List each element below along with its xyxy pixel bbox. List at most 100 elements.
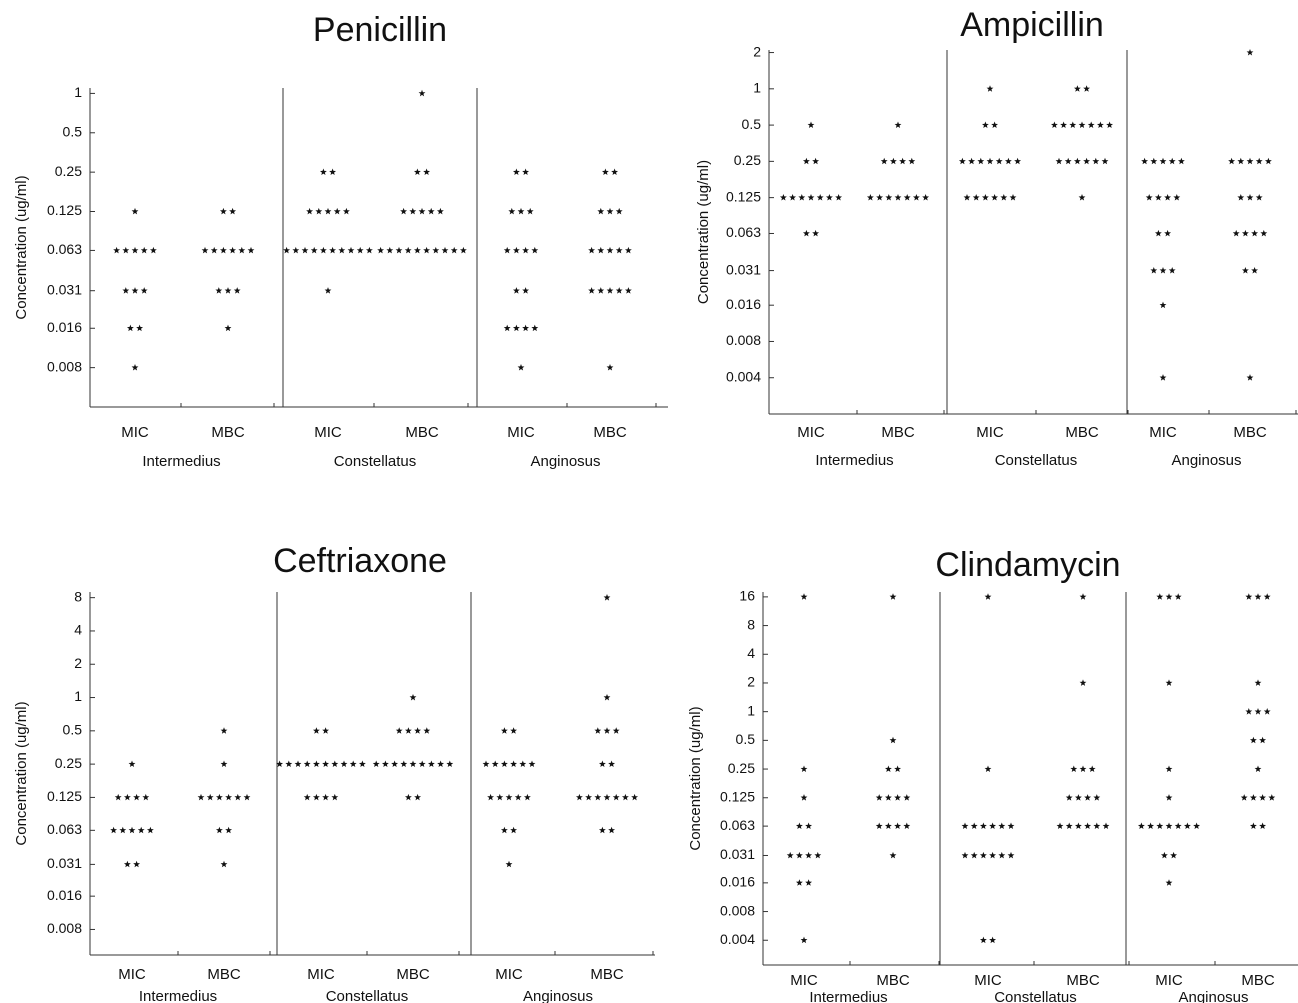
star-row [377,246,467,254]
star-row [1246,48,1254,56]
star-row [1249,736,1267,744]
star [984,593,992,600]
x-tick-label: MIC [314,424,342,441]
star [594,727,602,734]
star [970,851,978,859]
star [1079,765,1087,772]
star [979,936,987,944]
star [1078,194,1086,201]
star [1240,794,1248,801]
star [404,246,412,254]
y-tick-label: 0.5 [742,116,762,132]
star [312,760,320,768]
star [1159,266,1167,274]
star [894,194,902,201]
star-row [594,727,620,734]
star [597,287,605,294]
star [922,194,930,201]
star [522,246,530,254]
group-label: Anginosus [1178,989,1248,1003]
star [1164,229,1172,237]
star [517,364,525,371]
star [1074,794,1082,801]
star [1084,794,1092,801]
star-row [1254,679,1262,686]
chart-title: Ceftriaxone [273,542,447,580]
star [349,760,357,768]
star [1254,708,1262,715]
star [338,246,346,254]
star-row [215,287,241,294]
x-tick-label: MBC [396,966,430,983]
star [224,287,232,294]
star-row [1079,679,1087,686]
star [1074,822,1082,830]
star [512,168,520,176]
star [1251,229,1259,237]
group-label: Intermedius [809,989,887,1003]
star [1165,765,1173,772]
star-row [884,765,902,772]
star [805,879,813,886]
star [342,207,350,215]
x-tick-label: MBC [590,966,624,983]
star-row [215,826,233,834]
y-tick-label: 0.063 [47,821,82,837]
star [894,765,902,772]
star [880,157,888,165]
y-tick-label: 2 [747,674,755,690]
star [487,793,495,801]
star [894,794,902,801]
star [505,860,513,868]
y-tick-label: 0.125 [47,202,82,218]
star [322,727,330,734]
star [1079,679,1087,686]
star [512,246,520,254]
y-tick-label: 0.008 [47,358,82,374]
star [1147,822,1155,830]
star [958,157,966,165]
star [986,85,994,92]
star [1246,194,1254,201]
star [884,822,892,830]
y-tick-label: 16 [739,588,755,604]
star [894,121,902,128]
star [500,727,508,734]
star [131,246,139,254]
star [459,246,467,254]
star [315,207,323,215]
chart-title: Clindamycin [935,546,1120,584]
star-row [197,793,251,801]
star [215,826,223,834]
star [1263,593,1271,600]
star [1165,593,1173,600]
star-row [800,765,808,772]
star [358,760,366,768]
star [1164,194,1172,201]
star [122,246,130,254]
x-tick-label: MIC [1149,424,1177,441]
star [356,246,364,254]
star [122,287,130,294]
y-tick-label: 0.25 [728,760,755,776]
star [436,207,444,215]
star [1251,266,1259,274]
star [1156,593,1164,600]
star [588,287,596,294]
star-row [319,168,337,176]
y-tick-label: 0.063 [47,241,82,257]
panel: Ceftriaxone Concentration (ug/ml) 8 4 2 1 0.5 0… [13,542,655,1003]
group-label: Anginosus [523,988,593,1003]
star-row [1056,822,1110,830]
star-row [597,207,623,215]
star-row [1055,157,1109,165]
star-row [981,121,999,128]
star [998,851,1006,859]
star [437,760,445,768]
star [519,760,527,768]
star [1255,157,1263,165]
star [812,229,820,237]
star-row [283,246,373,254]
star-row [986,85,994,92]
star [505,793,513,801]
